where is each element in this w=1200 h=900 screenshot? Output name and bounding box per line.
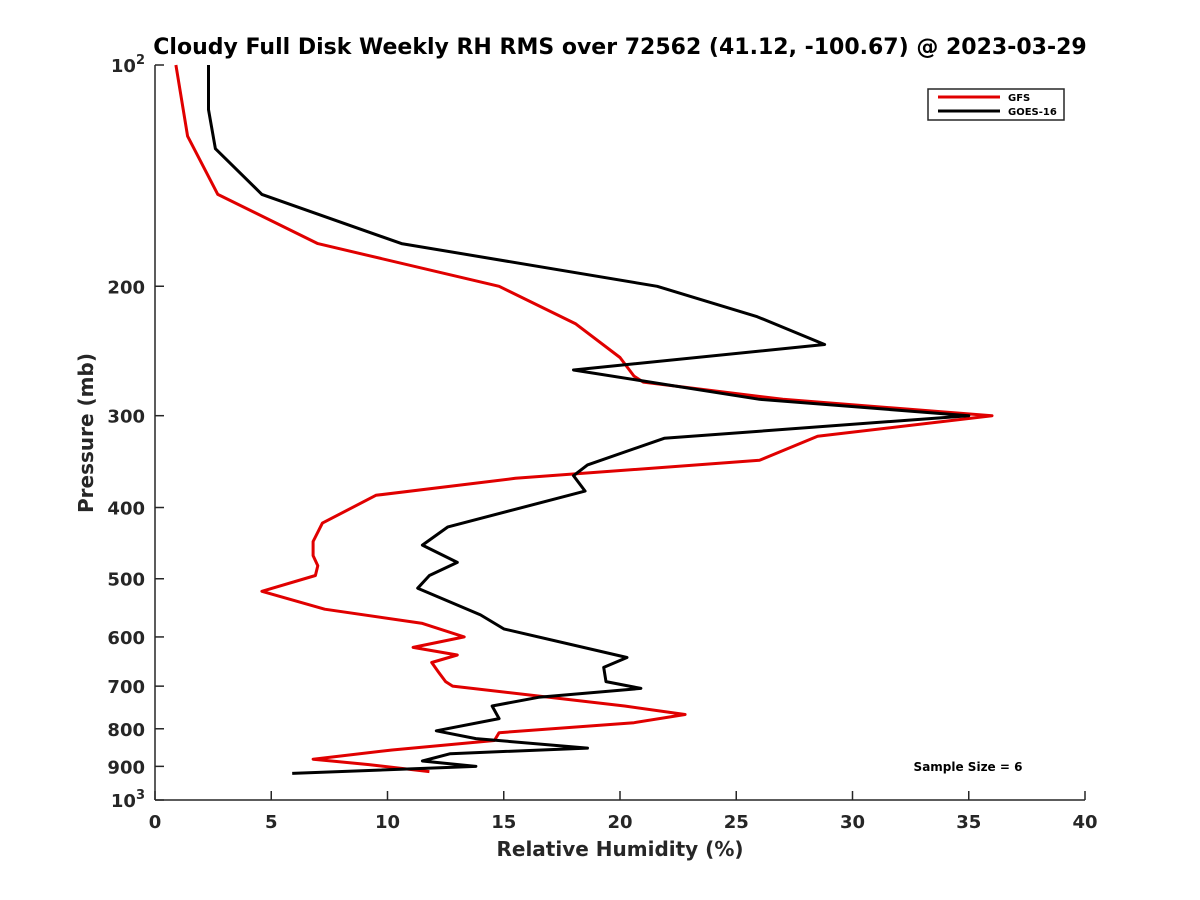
y-tick-label: 900 [107,757,145,778]
y-tick-label-bottom: 103 [111,788,145,812]
y-tick-label: 700 [107,677,145,698]
x-tick-label: 15 [491,812,516,833]
y-tick-label: 600 [107,628,145,649]
x-tick-label: 5 [265,812,278,833]
legend-box [927,88,1065,121]
x-axis-label: Relative Humidity (%) [496,837,743,861]
x-tick-label: 10 [375,812,400,833]
y-tick-label: 300 [107,407,145,428]
x-tick-label: 40 [1072,812,1097,833]
sample-size-annotation: Sample Size = 6 [914,760,1023,774]
y-tick-label: 500 [107,570,145,591]
x-tick-label: 0 [149,812,162,833]
y-tick-label: 400 [107,499,145,520]
plot-area [174,64,994,775]
y-axis-label: Pressure (mb) [74,353,98,513]
y-tick-label: 800 [107,720,145,741]
legend-label-goes-16: GOES-16 [1008,107,1057,118]
x-tick-label: 30 [840,812,865,833]
y-tick-label: 200 [107,277,145,298]
legend: GFS GOES-16 [927,88,1065,121]
x-tick-label: 25 [724,812,749,833]
x-tick-label: 35 [956,812,981,833]
legend-label-gfs: GFS [1008,93,1030,104]
x-tick-label: 20 [607,812,632,833]
series-line-goes-16 [207,65,971,775]
chart-title: Cloudy Full Disk Weekly RH RMS over 7256… [153,35,1086,60]
x-axis-ticks: 0 5 10 15 20 25 30 35 40 [149,791,1098,833]
y-axis-ticks: 200 300 400 500 600 700 800 900 102 103 [107,53,164,812]
series-line-gfs [174,64,994,774]
y-tick-label-top: 102 [111,53,145,77]
